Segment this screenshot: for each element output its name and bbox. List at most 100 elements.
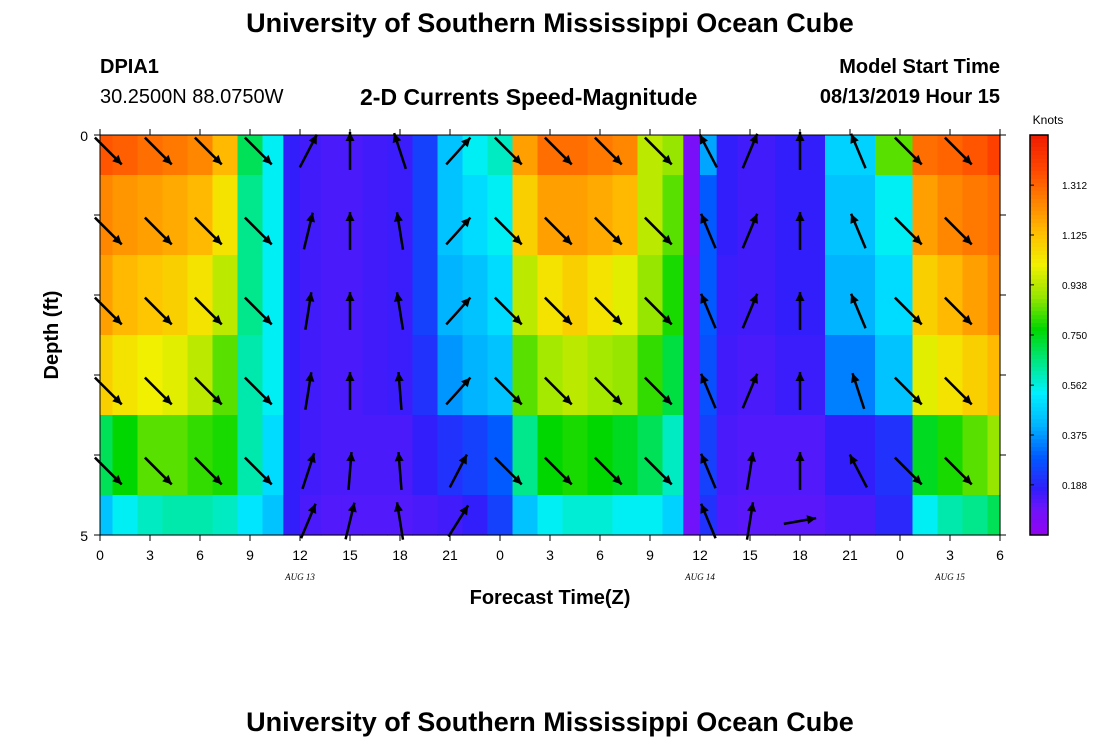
colorbar-band	[1030, 251, 1048, 256]
arrow-head	[849, 454, 858, 465]
x-tick-label: 18	[792, 547, 808, 563]
heatmap-cell	[487, 255, 514, 336]
heatmap-cell	[487, 495, 514, 536]
colorbar-band	[1030, 163, 1048, 168]
heatmap-cell	[700, 335, 718, 416]
footer-title: University of Southern Mississippi Ocean…	[246, 707, 854, 737]
colorbar-band	[1030, 483, 1048, 488]
heatmap-cell	[587, 135, 614, 176]
heatmap-cell	[237, 175, 264, 256]
current-arrow	[445, 136, 472, 166]
colorbar-band	[1030, 279, 1048, 284]
heatmap-cell	[937, 335, 964, 416]
heatmap-cell	[462, 335, 489, 416]
current-arrow	[894, 376, 923, 406]
colorbar-band	[1030, 267, 1048, 272]
current-arrow	[894, 216, 923, 246]
heatmap-cell	[112, 255, 139, 336]
heatmap-cell	[587, 495, 614, 536]
colorbar-band	[1030, 183, 1048, 188]
current-arrow	[698, 133, 718, 169]
heatmap-cell	[612, 175, 639, 256]
colorbar-tick-label: 0.750	[1062, 331, 1087, 342]
arrow-head	[700, 373, 709, 384]
heatmap-cell	[562, 175, 589, 256]
heatmap-cell	[637, 335, 664, 416]
colorbar-band	[1030, 439, 1048, 444]
current-arrow	[594, 216, 623, 246]
heatmap-cell	[637, 495, 664, 536]
colorbar-band	[1030, 451, 1048, 456]
heatmap-cell	[162, 175, 189, 256]
heatmap-cell	[437, 415, 464, 496]
arrow-head	[162, 314, 172, 325]
heatmap-cell	[700, 255, 718, 336]
colorbar-band	[1030, 359, 1048, 364]
arrow-head	[212, 314, 222, 325]
heatmap-cell	[100, 255, 114, 336]
arrow-head	[612, 394, 622, 405]
heatmap-cell	[825, 255, 876, 336]
arrow-head	[795, 292, 805, 301]
current-arrow	[244, 136, 273, 166]
colorbar-band	[1030, 271, 1048, 276]
heatmap-cell	[562, 335, 589, 416]
arrow-head	[461, 297, 471, 308]
heatmap-cell	[562, 255, 589, 336]
colorbar-band	[1030, 299, 1048, 304]
arrow-head	[912, 314, 922, 325]
current-arrow	[144, 216, 173, 246]
heatmap-cell	[262, 415, 284, 496]
colorbar-band	[1030, 411, 1048, 416]
colorbar-band	[1030, 419, 1048, 424]
heatmap-cell	[262, 335, 284, 416]
heatmap-cell	[212, 415, 239, 496]
heatmap-cell	[137, 415, 164, 496]
date-label: AUG 14	[684, 572, 715, 582]
x-tick-label: 6	[996, 547, 1004, 563]
arrow-head	[112, 394, 122, 405]
arrow-head	[212, 234, 222, 245]
arrow-head	[345, 132, 355, 141]
arrow-head	[112, 154, 122, 165]
heatmap-cell	[320, 335, 343, 416]
current-arrow	[894, 296, 923, 326]
colorbar-band	[1030, 215, 1048, 220]
heatmap-cell	[283, 175, 301, 256]
colorbar-band	[1030, 179, 1048, 184]
colorbar-band	[1030, 291, 1048, 296]
x-tick-label: 6	[596, 547, 604, 563]
heatmap-cell	[962, 335, 989, 416]
current-arrow	[344, 502, 357, 540]
heatmap-cell	[100, 495, 114, 536]
arrow-head	[562, 474, 572, 485]
current-arrow	[544, 136, 573, 166]
arrow-head	[162, 154, 172, 165]
arrow-head	[512, 234, 522, 245]
colorbar-tick-label: 0.938	[1062, 281, 1087, 292]
arrow-head	[850, 213, 859, 224]
colorbar-band	[1030, 255, 1048, 260]
heatmap-cell	[162, 335, 189, 416]
heatmap-cell	[716, 335, 739, 416]
current-arrow	[445, 216, 472, 246]
heatmap-cell	[237, 335, 264, 416]
colorbar-band	[1030, 155, 1048, 160]
colorbar-band	[1030, 427, 1048, 432]
heatmap-cell	[875, 495, 914, 536]
colorbar-band	[1030, 219, 1048, 224]
colorbar-tick-label: 0.562	[1062, 381, 1087, 392]
current-arrow	[494, 376, 523, 406]
arrow-head	[212, 154, 222, 165]
current-arrow	[594, 136, 623, 166]
arrow-head	[912, 154, 922, 165]
current-arrow	[849, 293, 867, 329]
heatmap-cell	[683, 175, 701, 256]
arrow-head	[162, 394, 172, 405]
heatmap-cell	[587, 415, 614, 496]
heatmap-cell	[512, 335, 539, 416]
current-arrow	[944, 136, 973, 166]
current-arrow	[699, 503, 717, 539]
current-arrow	[848, 453, 868, 489]
current-arrow	[851, 372, 866, 410]
